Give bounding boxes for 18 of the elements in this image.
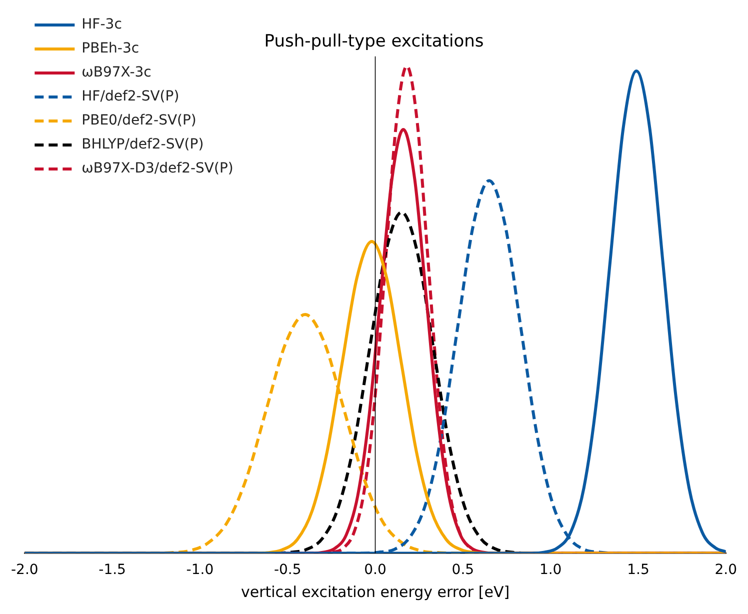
x-axis-title: vertical excitation energy error [eV] <box>240 582 510 601</box>
legend-label: PBEh-3c <box>82 40 140 57</box>
chart-title: Push-pull-type excitations <box>264 32 484 52</box>
x-tick-label: -1.5 <box>98 562 126 578</box>
x-tick-label: -1.0 <box>186 562 214 578</box>
legend-label: PBE0/def2-SV(P) <box>82 112 196 129</box>
x-tick-label: 2.0 <box>714 562 737 578</box>
legend-label: BHLYP/def2-SV(P) <box>82 136 204 153</box>
x-tick-label: 1.0 <box>539 562 562 578</box>
legend-label: HF-3c <box>82 16 122 33</box>
x-tick-label: 0.0 <box>364 562 386 578</box>
x-tick-label: 0.5 <box>452 562 474 578</box>
x-tick-label: -0.5 <box>274 562 302 578</box>
legend-label: HF/def2-SV(P) <box>82 88 180 105</box>
legend-label: ωB97X-D3/def2-SV(P) <box>82 160 234 177</box>
legend-label: ωB97X-3c <box>82 64 152 81</box>
x-tick-label: 1.5 <box>627 562 650 578</box>
x-tick-label: -2.0 <box>10 562 38 578</box>
